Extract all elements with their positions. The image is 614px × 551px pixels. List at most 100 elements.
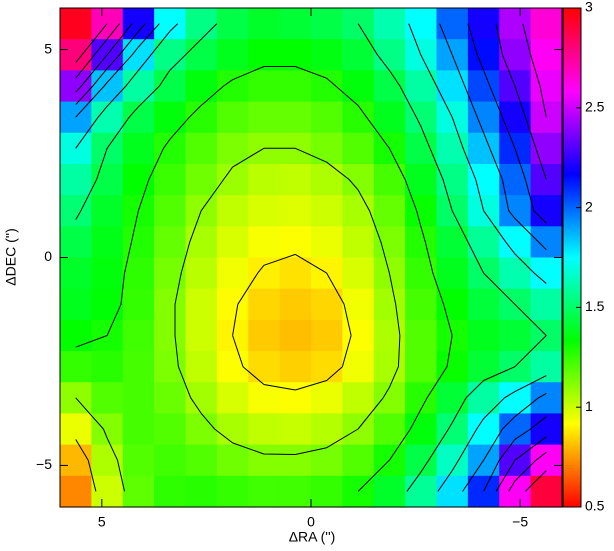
heatmap-cell: [530, 195, 563, 227]
heatmap-cell: [467, 39, 500, 71]
heatmap-cell: [467, 382, 500, 415]
heatmap-cell: [279, 8, 312, 40]
heatmap-cell: [342, 101, 375, 134]
heatmap-cell: [499, 8, 532, 40]
x-tick-label: 0: [307, 514, 315, 530]
heatmap-cell: [373, 70, 406, 103]
heatmap-cell: [405, 319, 438, 352]
heatmap-cell: [185, 101, 218, 134]
heatmap-cell: [373, 288, 406, 321]
heatmap-cell: [91, 101, 124, 134]
heatmap-cell: [185, 413, 218, 446]
heatmap-cell: [342, 288, 375, 321]
heatmap-cell: [185, 444, 218, 477]
contour-line: [75, 23, 547, 492]
heatmap-cell: [530, 475, 563, 508]
heatmap-cell: [122, 163, 155, 196]
heatmap-cell: [185, 351, 218, 383]
heatmap-cell: [530, 351, 563, 383]
heatmap-cell: [499, 195, 532, 227]
heatmap-cell: [122, 226, 155, 259]
colorbar-tick-label: 2.5: [585, 99, 605, 115]
heatmap-cell: [91, 413, 124, 446]
heatmap-cell: [60, 351, 92, 383]
heatmap-cell: [311, 288, 343, 321]
heatmap-cell: [499, 413, 532, 446]
heatmap-cell: [216, 444, 249, 477]
heatmap-cell: [154, 444, 187, 477]
heatmap-cell: [499, 319, 532, 352]
heatmap-cell: [436, 351, 469, 383]
heatmap-cell: [279, 351, 312, 383]
heatmap-cell: [154, 132, 187, 165]
heatmap-cell: [405, 8, 438, 40]
heatmap-cell: [311, 319, 343, 352]
heatmap-cell: [436, 475, 469, 508]
heatmap-cell: [279, 226, 312, 259]
heatmap-cell: [311, 475, 343, 508]
heatmap-cell: [373, 319, 406, 352]
heatmap-cell: [405, 257, 438, 290]
heatmap-cell: [342, 132, 375, 165]
heatmap-cell: [248, 444, 281, 477]
heatmap-cell: [530, 257, 563, 290]
heatmap-cell: [91, 226, 124, 259]
heatmap-cell: [467, 70, 500, 103]
heatmap-cell: [216, 101, 249, 134]
heatmap-cell: [279, 319, 312, 352]
heatmap-cell: [311, 70, 343, 103]
heatmap-cell: [185, 475, 218, 508]
heatmap-cell: [122, 132, 155, 165]
x-tick-label: −5: [512, 514, 528, 530]
heatmap-cell: [60, 226, 92, 259]
heatmap-cell: [436, 226, 469, 259]
heatmap-cell: [248, 413, 281, 446]
heatmap-cell: [311, 413, 343, 446]
heatmap-cell: [216, 132, 249, 165]
heatmap-cell: [154, 39, 187, 71]
heatmap-cell: [185, 70, 218, 103]
heatmap-cell: [154, 475, 187, 508]
heatmap-cell: [436, 257, 469, 290]
contour-line: [75, 23, 547, 492]
contour-line: [75, 23, 547, 492]
heatmap-cell: [436, 8, 469, 40]
heatmap-cell: [216, 39, 249, 71]
colorbar-tick-label: 1: [585, 398, 593, 414]
heatmap-cell: [122, 70, 155, 103]
colorbar-tick-label: 0.5: [585, 498, 605, 514]
heatmap-cell: [530, 39, 563, 71]
heatmap-cell: [248, 195, 281, 227]
heatmap-cell: [405, 195, 438, 227]
heatmap-cell: [279, 444, 312, 477]
heatmap-cell: [248, 288, 281, 321]
heatmap-cell: [279, 257, 312, 290]
heatmap-cell: [342, 319, 375, 352]
heatmap-cell: [185, 39, 218, 71]
heatmap-cell: [216, 413, 249, 446]
heatmap-cell: [311, 101, 343, 134]
heatmap-cell: [154, 288, 187, 321]
heatmap-cell: [122, 319, 155, 352]
heatmap-cell: [342, 351, 375, 383]
heatmap-cell: [279, 163, 312, 196]
y-tick-label: 0: [44, 248, 52, 264]
heatmap-cell: [60, 195, 92, 227]
heatmap-cell: [530, 413, 563, 446]
heatmap-cell: [122, 351, 155, 383]
heatmap-cell: [405, 351, 438, 383]
heatmap-cell: [122, 382, 155, 415]
heatmap-cell: [248, 382, 281, 415]
x-axis-label: ΔRA (''): [289, 529, 336, 545]
colorbar: [562, 7, 582, 508]
heatmap-cell: [60, 288, 92, 321]
heatmap-cell: [154, 101, 187, 134]
heatmap-cell: [373, 475, 406, 508]
heatmap-cell: [467, 132, 500, 165]
heatmap-cell: [467, 351, 500, 383]
heatmap-cell: [530, 163, 563, 196]
heatmap-cell: [467, 226, 500, 259]
heatmap-cell: [373, 226, 406, 259]
heatmap-cell: [405, 101, 438, 134]
contour-line: [75, 23, 547, 492]
